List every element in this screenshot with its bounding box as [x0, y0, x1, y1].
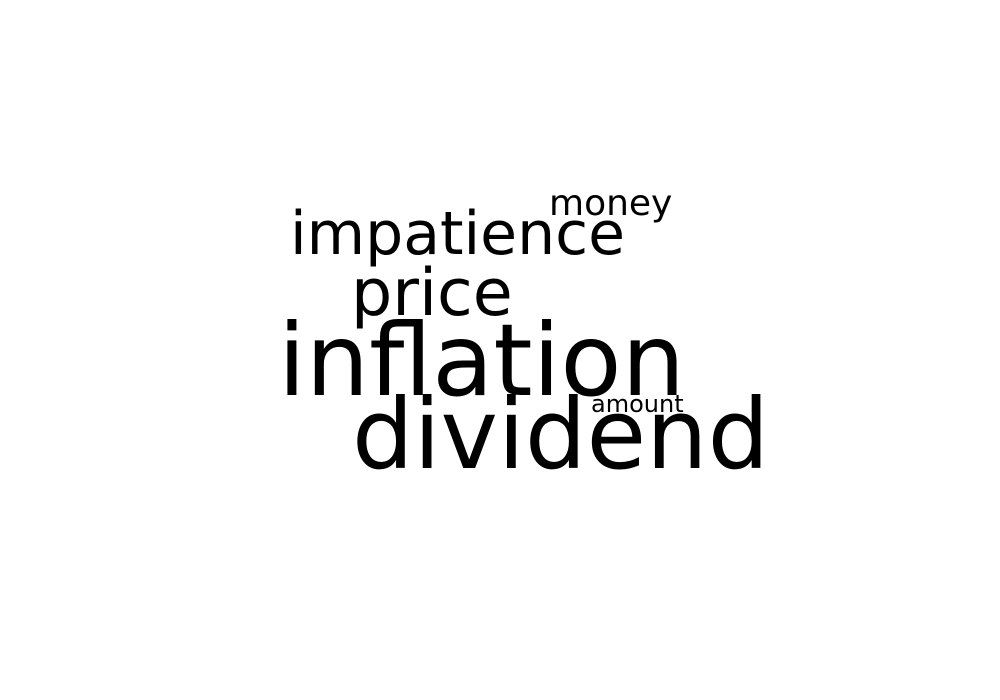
- word-price: price: [351, 256, 513, 331]
- word-money: money: [549, 183, 673, 224]
- word-dividend: dividend: [352, 378, 770, 491]
- word-impatience: impatience: [290, 199, 626, 269]
- word-inflation: inflation: [278, 302, 685, 419]
- word-amount: amount: [591, 390, 684, 418]
